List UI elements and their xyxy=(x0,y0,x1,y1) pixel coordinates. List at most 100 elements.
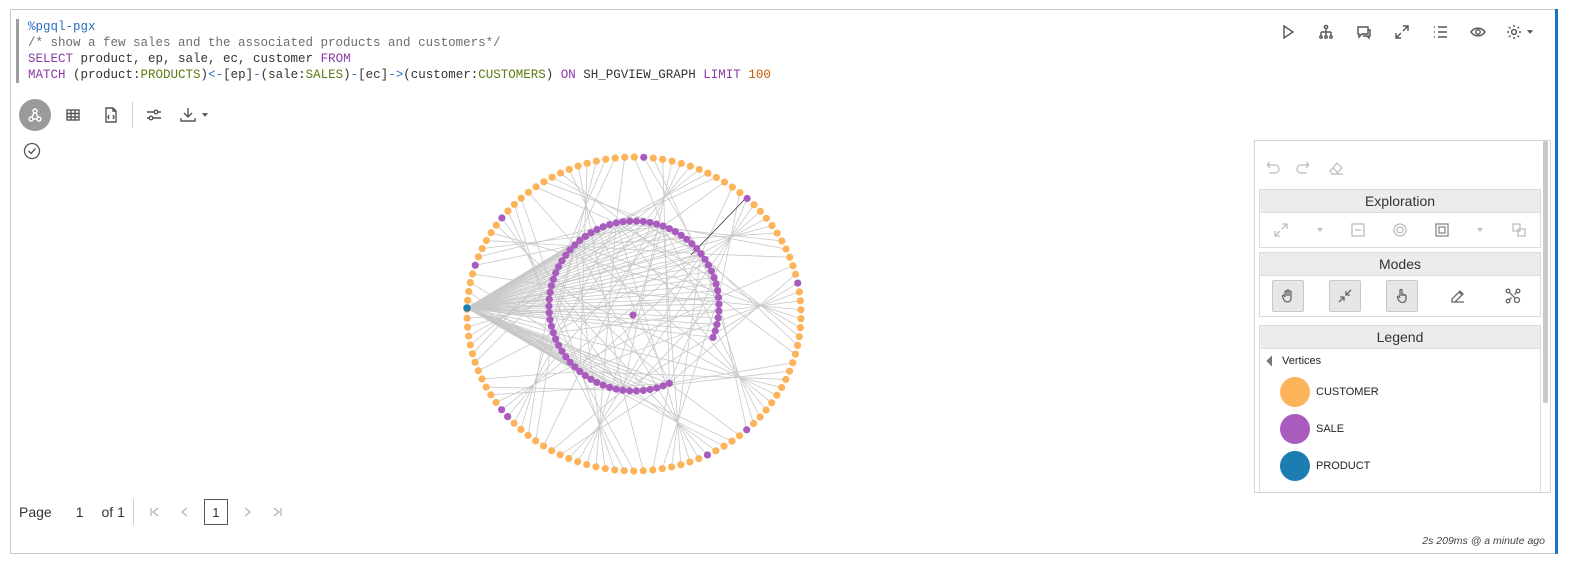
sale-vertex[interactable] xyxy=(547,322,556,330)
expand-button[interactable] xyxy=(1383,21,1421,43)
sale-vertex[interactable] xyxy=(552,269,560,277)
customer-vertex[interactable] xyxy=(677,159,685,168)
sale-vertex[interactable] xyxy=(558,347,566,355)
next-page-button[interactable] xyxy=(232,499,262,525)
edit-mode-button[interactable] xyxy=(1443,281,1473,311)
customer-vertex[interactable] xyxy=(782,375,790,384)
eraser-icon[interactable] xyxy=(1327,159,1345,177)
download-button[interactable] xyxy=(173,98,217,132)
pan-mode-button[interactable] xyxy=(1272,280,1305,312)
customer-vertex[interactable] xyxy=(583,159,591,167)
customer-vertex[interactable] xyxy=(468,270,477,278)
last-page-button[interactable] xyxy=(262,499,292,525)
sale-vertex[interactable] xyxy=(612,385,620,393)
customer-vertex[interactable] xyxy=(750,201,758,209)
customer-vertex[interactable] xyxy=(704,169,712,177)
customer-vertex[interactable] xyxy=(749,419,758,428)
customer-vertex[interactable] xyxy=(796,324,804,332)
sale-vertex[interactable] xyxy=(593,378,601,387)
sale-vertex[interactable] xyxy=(562,353,570,361)
sale-vertex[interactable] xyxy=(571,241,579,249)
customer-vertex[interactable] xyxy=(463,314,471,322)
sale-vertex[interactable] xyxy=(632,217,641,225)
sale-vertex[interactable] xyxy=(714,287,722,295)
customer-vertex[interactable] xyxy=(773,391,781,399)
customer-vertex[interactable] xyxy=(565,165,573,173)
sale-vertex[interactable] xyxy=(659,222,667,230)
customer-vertex[interactable] xyxy=(540,178,548,186)
json-view-button[interactable] xyxy=(92,98,130,132)
graph-hierarchy-button[interactable] xyxy=(1307,21,1345,43)
customer-vertex[interactable] xyxy=(686,162,694,170)
customer-vertex[interactable] xyxy=(795,288,803,296)
sale-vertex[interactable] xyxy=(707,267,716,275)
customer-vertex[interactable] xyxy=(762,214,770,222)
customer-vertex[interactable] xyxy=(474,253,483,261)
sale-vertex[interactable] xyxy=(710,273,718,282)
customer-vertex[interactable] xyxy=(565,454,573,463)
sale-vertex[interactable] xyxy=(566,358,574,366)
customer-vertex[interactable] xyxy=(465,332,473,340)
customer-vertex[interactable] xyxy=(548,173,556,181)
checkmark-icon[interactable] xyxy=(23,142,41,160)
customer-vertex[interactable] xyxy=(498,214,506,222)
sale-vertex[interactable] xyxy=(606,383,614,392)
sale-vertex[interactable] xyxy=(562,251,570,259)
customer-vertex[interactable] xyxy=(517,425,525,434)
customer-vertex[interactable] xyxy=(796,297,805,305)
customer-vertex[interactable] xyxy=(532,437,540,445)
graph-canvas[interactable] xyxy=(11,10,1251,490)
customer-vertex[interactable] xyxy=(602,155,610,163)
sale-vertex[interactable] xyxy=(714,314,722,322)
customer-vertex[interactable] xyxy=(517,194,525,202)
customer-vertex[interactable] xyxy=(539,442,548,450)
sale-vertex[interactable] xyxy=(653,220,661,228)
focus-icon[interactable] xyxy=(1392,222,1408,238)
compress-mode-button[interactable] xyxy=(1329,280,1362,312)
customer-vertex[interactable] xyxy=(492,398,500,407)
first-page-button[interactable] xyxy=(140,499,170,525)
customer-vertex[interactable] xyxy=(728,183,736,191)
sale-vertex[interactable] xyxy=(552,335,560,343)
customer-vertex[interactable] xyxy=(556,451,564,459)
customer-vertex[interactable] xyxy=(756,413,764,421)
sale-vertex[interactable] xyxy=(693,244,701,253)
customer-vertex[interactable] xyxy=(640,153,648,161)
sale-vertex[interactable] xyxy=(599,381,607,389)
customer-vertex[interactable] xyxy=(492,221,500,229)
customer-vertex[interactable] xyxy=(466,341,474,349)
customer-vertex[interactable] xyxy=(756,207,764,215)
customer-vertex[interactable] xyxy=(621,153,629,161)
customer-vertex[interactable] xyxy=(703,451,712,459)
sale-vertex[interactable] xyxy=(665,225,673,233)
sale-vertex[interactable] xyxy=(549,329,557,337)
customer-vertex[interactable] xyxy=(466,279,474,287)
list-button[interactable] xyxy=(1421,21,1459,43)
customer-vertex[interactable] xyxy=(474,367,482,375)
customer-vertex[interactable] xyxy=(695,455,703,463)
sale-vertex[interactable] xyxy=(713,320,721,329)
customer-vertex[interactable] xyxy=(667,463,676,471)
sale-vertex[interactable] xyxy=(593,225,601,234)
sale-vertex[interactable] xyxy=(576,367,584,376)
customer-vertex[interactable] xyxy=(782,245,790,253)
customer-vertex[interactable] xyxy=(574,458,582,466)
page-input[interactable]: 1 xyxy=(75,504,84,520)
customer-vertex[interactable] xyxy=(487,391,495,399)
sale-vertex[interactable] xyxy=(688,240,696,248)
sale-vertex[interactable] xyxy=(581,372,589,380)
sale-vertex[interactable] xyxy=(626,217,634,225)
customer-vertex[interactable] xyxy=(695,165,703,174)
legend-item-customer[interactable]: CUSTOMER xyxy=(1266,373,1534,410)
group-icon[interactable] xyxy=(1434,222,1450,238)
customer-vertex[interactable] xyxy=(794,341,802,349)
add-vertex-mode-button[interactable] xyxy=(1498,281,1528,311)
sale-vertex[interactable] xyxy=(545,295,553,303)
graph-view-button[interactable] xyxy=(19,99,51,131)
legend-item-sale[interactable]: SALE xyxy=(1266,410,1534,447)
visibility-button[interactable] xyxy=(1459,21,1497,43)
undo-icon[interactable] xyxy=(1263,159,1281,177)
customer-vertex[interactable] xyxy=(777,383,786,392)
sale-vertex[interactable] xyxy=(646,385,654,394)
customer-vertex[interactable] xyxy=(532,183,540,191)
